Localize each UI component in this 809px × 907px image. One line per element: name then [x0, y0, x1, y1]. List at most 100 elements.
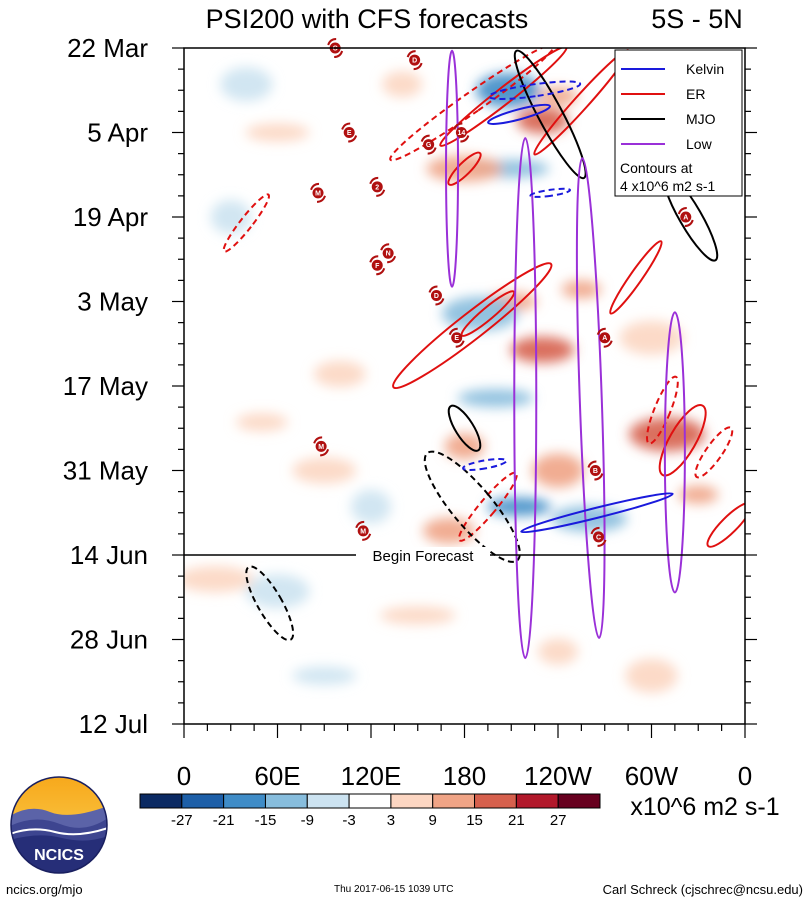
anomaly-patch	[510, 336, 575, 363]
contour-er	[609, 240, 663, 315]
legend-label-low: Low	[686, 136, 713, 152]
colorbar-swatch	[474, 793, 517, 809]
storm-marker-dot	[371, 259, 383, 271]
contour-mjo	[423, 450, 521, 563]
colorbar-tick-label: 21	[508, 812, 525, 829]
colorbar-swatch	[181, 793, 225, 809]
storm-marker-arm	[677, 207, 694, 227]
contour-low	[445, 49, 460, 288]
anomaly-patch	[625, 658, 678, 693]
storm-marker-dot	[371, 181, 383, 193]
storm-marker: A	[677, 207, 694, 227]
storm-marker-label: D	[434, 293, 439, 300]
anomaly-patch	[457, 389, 534, 408]
storm-marker: C	[590, 526, 607, 547]
colorbar-swatch	[515, 793, 559, 809]
colorbar-swatch	[348, 793, 392, 809]
storm-marker-label: E	[347, 130, 352, 137]
contour-low	[663, 311, 686, 594]
ncics-logo: NCICS	[10, 776, 108, 874]
anomaly-patch	[444, 433, 485, 460]
contour-kelvin	[488, 80, 582, 100]
storm-marker-dot	[451, 332, 463, 344]
storm-marker-label: M	[318, 444, 324, 451]
legend: Kelvin ER MJO Low Contours at 4 x10^6 m2 s-…	[614, 49, 743, 197]
storm-marker-label: A	[602, 335, 607, 342]
colorbar-tick-label: -9	[301, 812, 314, 829]
x-tick-label: 120E	[341, 761, 402, 791]
x-tick-label: 60W	[625, 761, 679, 791]
anomaly-patch	[210, 200, 251, 234]
forecast-label-background	[356, 547, 490, 563]
anomaly-patch	[619, 320, 684, 355]
storm-marker: 2	[369, 176, 386, 197]
storm-marker: A	[596, 327, 613, 348]
storm-marker-dot	[312, 187, 324, 199]
x-axis: 0 60E 120E 180 120W 60W 0	[177, 724, 752, 791]
contour-er	[447, 151, 482, 186]
x-tick-label: 0	[738, 761, 752, 791]
storm-marker: N	[380, 243, 397, 264]
storm-marker-label: N	[386, 251, 391, 258]
storm-markers: C D E G 14 M 2 NF D E A A M B M C	[310, 38, 694, 547]
colorbar-tick-label: 3	[387, 812, 395, 829]
footer-author: Carl Schreck (cjschrec@ncsu.edu)	[602, 882, 803, 897]
storm-marker-arm	[369, 255, 386, 276]
storm-marker-label: C	[596, 534, 601, 541]
footer-left: ncics.org/mjo	[6, 882, 83, 897]
anomaly-patch	[629, 417, 706, 452]
anomaly-patch	[678, 485, 719, 504]
y-tick-label: 22 Mar	[67, 33, 148, 63]
colorbar-tick-label: -27	[171, 812, 193, 829]
y-tick-label: 19 Apr	[73, 202, 149, 232]
anomaly-field	[184, 67, 719, 693]
forecast-label: Begin Forecast	[373, 548, 475, 565]
anomaly-patch	[292, 457, 357, 484]
storm-marker-label: C	[333, 46, 338, 53]
anomaly-patch	[516, 107, 569, 134]
storm-marker-arm	[453, 122, 470, 143]
contour-er	[694, 426, 734, 479]
contour-mjo	[447, 404, 482, 452]
contour-low	[513, 137, 538, 660]
storm-marker-arm	[341, 122, 358, 143]
anomaly-patch	[351, 489, 391, 524]
legend-label-er: ER	[686, 86, 705, 102]
storm-marker-arm	[313, 436, 330, 457]
contour-er	[222, 193, 270, 253]
colorbar-tick-label: 15	[466, 812, 483, 829]
colorbar-swatch	[264, 793, 308, 809]
storm-marker: M	[310, 182, 326, 203]
y-tick-label: 14 Jun	[70, 540, 148, 570]
storm-marker-label: M	[360, 528, 366, 535]
storm-marker: D	[406, 50, 423, 71]
y-tick-label: 3 May	[77, 287, 148, 317]
contour-mjo	[245, 565, 295, 642]
footer-timestamp: Thu 2017-06-15 1039 UTC	[334, 884, 454, 895]
colorbar-swatch	[432, 793, 476, 809]
storm-marker-arm	[428, 285, 445, 306]
anomaly-patch	[235, 413, 288, 432]
storm-marker-arm	[355, 520, 372, 541]
contour-er	[392, 262, 553, 390]
anomaly-patch	[184, 566, 254, 593]
storm-marker-arm	[380, 243, 397, 264]
colorbar-swatch	[306, 793, 350, 809]
x-tick-label: 120W	[524, 761, 592, 791]
colorbar-tick-label: -21	[213, 812, 235, 829]
storm-marker: M	[355, 520, 372, 541]
storm-marker-dot	[315, 440, 327, 452]
colorbar-tick-label: 27	[550, 812, 567, 829]
storm-marker-dot	[589, 465, 601, 476]
contour-mjo	[513, 49, 587, 180]
contour-low	[575, 157, 606, 639]
storm-marker: G	[420, 134, 437, 155]
colorbar-units: x10^6 m2 s-1	[630, 793, 779, 821]
storm-marker-dot	[430, 289, 442, 301]
y-axis: 22 Mar 5 Apr 19 Apr 3 May 17 May 31 May 14 Jun…	[63, 33, 757, 739]
anomaly-patch	[538, 87, 578, 106]
colorbar: -27 -21 -15 -9 -3 3 9 15 21 27	[139, 793, 601, 829]
contour-er	[460, 290, 516, 337]
anomaly-patch	[245, 574, 310, 609]
